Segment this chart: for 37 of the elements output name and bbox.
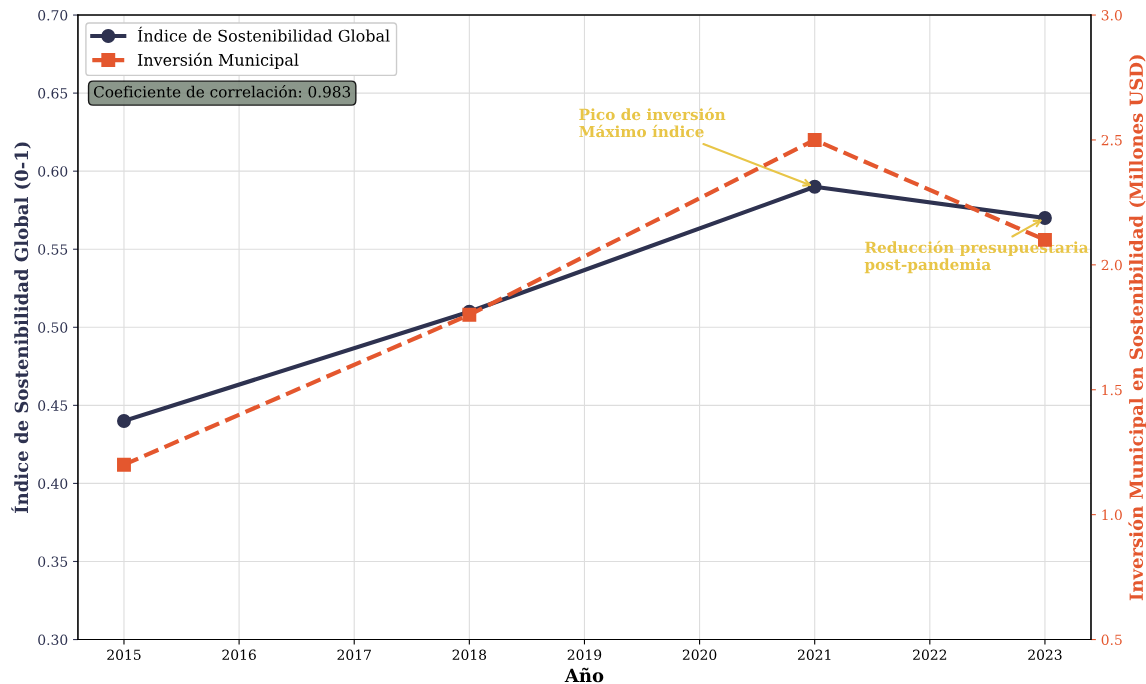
y2-tick-label: 1.0	[1102, 509, 1122, 521]
y-tick-label: 0.70	[38, 10, 68, 21]
y-tick-label: 0.30	[38, 634, 68, 646]
point	[117, 414, 131, 428]
annotation: Pico de inversión Máximo índice	[579, 107, 726, 138]
x-axis-title: Año	[564, 667, 604, 683]
y-tick-label: 0.45	[38, 400, 68, 411]
y2-tick-label: 1.5	[1102, 384, 1122, 396]
y-tick-label: 0.60	[38, 166, 68, 177]
y2-tick-label: 2.0	[1101, 259, 1122, 271]
x-tick-label: 2015	[107, 649, 141, 661]
point	[117, 457, 131, 472]
y-tick-label: 0.50	[38, 322, 68, 333]
x-tick-label: 2021	[797, 649, 831, 661]
x-tick-label: 2020	[682, 649, 717, 661]
y-tick-label: 0.40	[38, 478, 68, 489]
y2-tick-label: 2.5	[1101, 134, 1122, 146]
y-tick-label: 0.55	[38, 244, 68, 255]
x-tick-label: 2017	[337, 649, 371, 661]
x-tick-label: 2019	[567, 649, 602, 661]
x-tick-label: 2022	[913, 649, 947, 661]
point	[807, 133, 822, 147]
annotation: Reducción presupuestaria post-pandemia	[864, 240, 1089, 274]
y-tick-label: 0.35	[38, 556, 68, 567]
y-tick-label: 0.65	[38, 88, 68, 99]
y2-axis-title: Inversión Municipal en Sostenibilidad (Millones USD)	[1128, 55, 1146, 601]
legend-label: Inversión Municipal	[137, 52, 299, 69]
annotation: Coeficiente de correlación: 0.983	[93, 85, 351, 98]
legend-label: Índice de Sostenibilidad Global	[137, 26, 390, 42]
point	[1037, 211, 1052, 225]
y2-tick-label: 3.0	[1101, 10, 1122, 21]
x-tick-label: 2016	[222, 649, 256, 661]
y-axis-title: Índice de Sostenibilidad Global (0-1)	[11, 142, 31, 514]
point	[807, 179, 822, 194]
x-tick-label: 2023	[1028, 649, 1062, 661]
x-tick-label: 2018	[452, 649, 487, 661]
y2-tick-label: 0.5	[1101, 634, 1122, 646]
